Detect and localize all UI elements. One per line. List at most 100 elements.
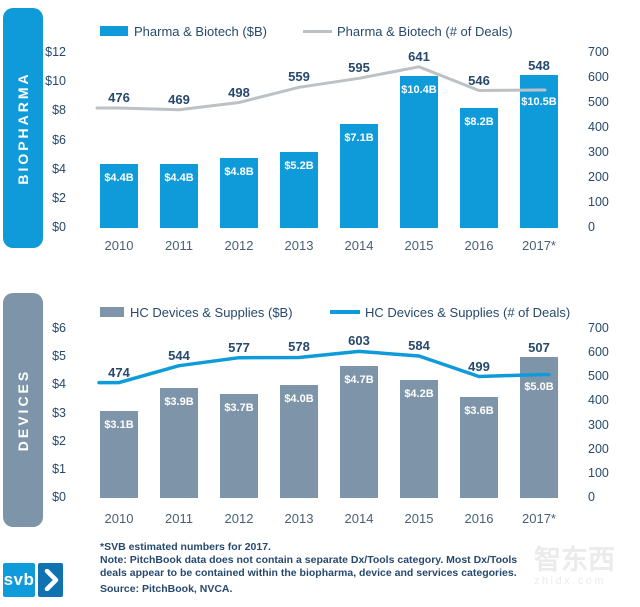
deal-count-label: 474	[108, 364, 130, 380]
y-axis-tick-left: $4	[52, 161, 66, 176]
y-axis-tick-right: 500	[588, 95, 609, 109]
y-axis-tick-left: $3	[52, 405, 66, 420]
y-axis-tick-right: 100	[588, 195, 609, 209]
y-axis-tick-left: $8	[52, 103, 66, 118]
line-swatch-icon	[303, 29, 332, 33]
deal-count-label: 476	[108, 90, 130, 105]
deal-count-label: 595	[348, 60, 370, 76]
y-axis-tick-right: 300	[588, 417, 609, 432]
x-axis-label-2010: 2010	[104, 511, 134, 526]
y-axis-tick-right: 700	[588, 321, 609, 335]
bar-2011	[160, 388, 198, 498]
bar-value-label: $4.4B	[104, 171, 134, 184]
legend-label: Pharma & Biotech (# of Deals)	[337, 23, 513, 39]
svb-logo-chevron-box	[38, 563, 63, 597]
bar-2012	[220, 393, 258, 498]
deal-count-label: 498	[228, 84, 250, 100]
y-axis-tick-right: 400	[588, 393, 609, 408]
biopharma-section-tab: BIOPHARMA	[3, 8, 43, 248]
y-axis-tick-left: $6	[52, 132, 66, 147]
bar-value-label: $3.7B	[224, 401, 254, 414]
x-axis-label-2016: 2016	[464, 511, 494, 526]
y-axis-tick-left: $5	[52, 349, 66, 364]
x-axis-label-2013: 2013	[284, 511, 314, 526]
biopharma-chart-section: BIOPHARMA Pharma & Biotech ($B) Pharma &…	[0, 0, 640, 270]
y-axis-tick-right: 600	[588, 70, 609, 84]
deal-count-label: 577	[228, 339, 250, 355]
deal-count-label: 507	[528, 340, 550, 356]
x-axis-label-2015: 2015	[404, 511, 434, 526]
deal-count-label: 603	[348, 333, 370, 349]
y-axis-tick-right: 100	[588, 465, 609, 480]
bar-2010	[100, 163, 138, 228]
deal-count-label: 578	[288, 339, 310, 355]
bar-2010	[100, 410, 138, 498]
x-axis-label-2012: 2012	[224, 511, 254, 526]
deal-count-label: 469	[168, 91, 190, 107]
y-axis-tick-right: 200	[588, 170, 609, 184]
devices-chart-section: DEVICES HC Devices & Supplies ($B) HC De…	[0, 270, 640, 535]
zhidx-watermark-cjk: 智东西	[534, 545, 615, 575]
footnote-estimate: *SVB estimated numbers for 2017.	[100, 541, 271, 553]
bar-value-label: $5.0B	[524, 380, 554, 393]
bar-2013	[280, 152, 318, 228]
deal-count-label: 584	[408, 338, 430, 353]
bar-value-label: $3.9B	[164, 396, 194, 409]
footnote-note: Note: PitchBook data does not contain a …	[100, 554, 518, 579]
legend-hc-devices-deals: HC Devices & Supplies (# of Deals)	[330, 302, 570, 322]
legend-pharma-biotech-dollars: Pharma & Biotech ($B)	[100, 21, 267, 41]
devices-section-tab: DEVICES	[3, 293, 43, 527]
bar-2012	[220, 158, 258, 228]
y-axis-tick-left: $2	[52, 190, 66, 205]
bar-2015	[400, 76, 438, 228]
x-axis-label-2010: 2010	[104, 238, 134, 253]
chevron-right-icon	[44, 569, 58, 591]
deal-count-label: 544	[168, 347, 190, 363]
line-swatch-icon	[330, 310, 360, 314]
bar-2014	[340, 365, 378, 498]
bar-2016	[460, 396, 498, 498]
footer: *SVB estimated numbers for 2017. Note: P…	[0, 535, 640, 607]
x-axis-label-2011: 2011	[165, 238, 193, 253]
bar-2013	[280, 385, 318, 498]
bar-2017*	[520, 357, 558, 498]
bar-value-label: $10.5B	[521, 96, 557, 108]
svb-logo-text: svb	[3, 570, 35, 589]
bar-value-label: $8.2B	[464, 116, 494, 129]
x-axis-label-2016: 2016	[464, 238, 494, 253]
bar-value-label: $3.1B	[104, 418, 134, 431]
y-axis-tick-left: $0	[52, 220, 66, 234]
deal-count-label: 641	[408, 48, 430, 64]
deal-count-label: 548	[528, 57, 550, 73]
y-axis-tick-left: $1	[52, 461, 66, 476]
bar-value-label: $4.0B	[284, 393, 314, 406]
legend-label: Pharma & Biotech ($B)	[134, 23, 267, 39]
y-axis-tick-left: $10	[45, 74, 66, 89]
bar-value-label: $7.1B	[344, 132, 374, 145]
y-axis-tick-right: 500	[588, 369, 609, 384]
bar-2011	[160, 163, 198, 228]
legend-label: HC Devices & Supplies ($B)	[130, 304, 293, 320]
y-axis-tick-left: $12	[45, 45, 66, 59]
y-axis-tick-right: 0	[588, 490, 595, 504]
y-axis-tick-right: 200	[588, 441, 609, 456]
svb-logo: svb	[3, 563, 35, 597]
bar-swatch-icon	[100, 26, 128, 36]
x-axis-label-2014: 2014	[344, 238, 374, 253]
x-axis-label-2017*: 2017*	[522, 511, 556, 526]
x-axis-label-2013: 2013	[284, 238, 314, 253]
bar-swatch-icon	[100, 307, 124, 317]
deal-count-label: 546	[468, 72, 490, 88]
bar-2016	[460, 108, 498, 228]
x-axis-label-2011: 2011	[165, 511, 193, 526]
zhidx-watermark-domain: zhidx.com	[534, 575, 607, 587]
bar-value-label: $4.7B	[344, 373, 374, 386]
y-axis-tick-right: 600	[588, 345, 609, 360]
deal-count-label: 559	[288, 69, 310, 85]
x-axis-label-2017*: 2017*	[522, 238, 556, 253]
zhidx-watermark: 智东西 zhidx.com	[534, 546, 640, 587]
x-axis-label-2014: 2014	[344, 511, 374, 526]
legend-label: HC Devices & Supplies (# of Deals)	[365, 304, 571, 320]
legend-hc-devices-dollars: HC Devices & Supplies ($B)	[100, 302, 293, 322]
